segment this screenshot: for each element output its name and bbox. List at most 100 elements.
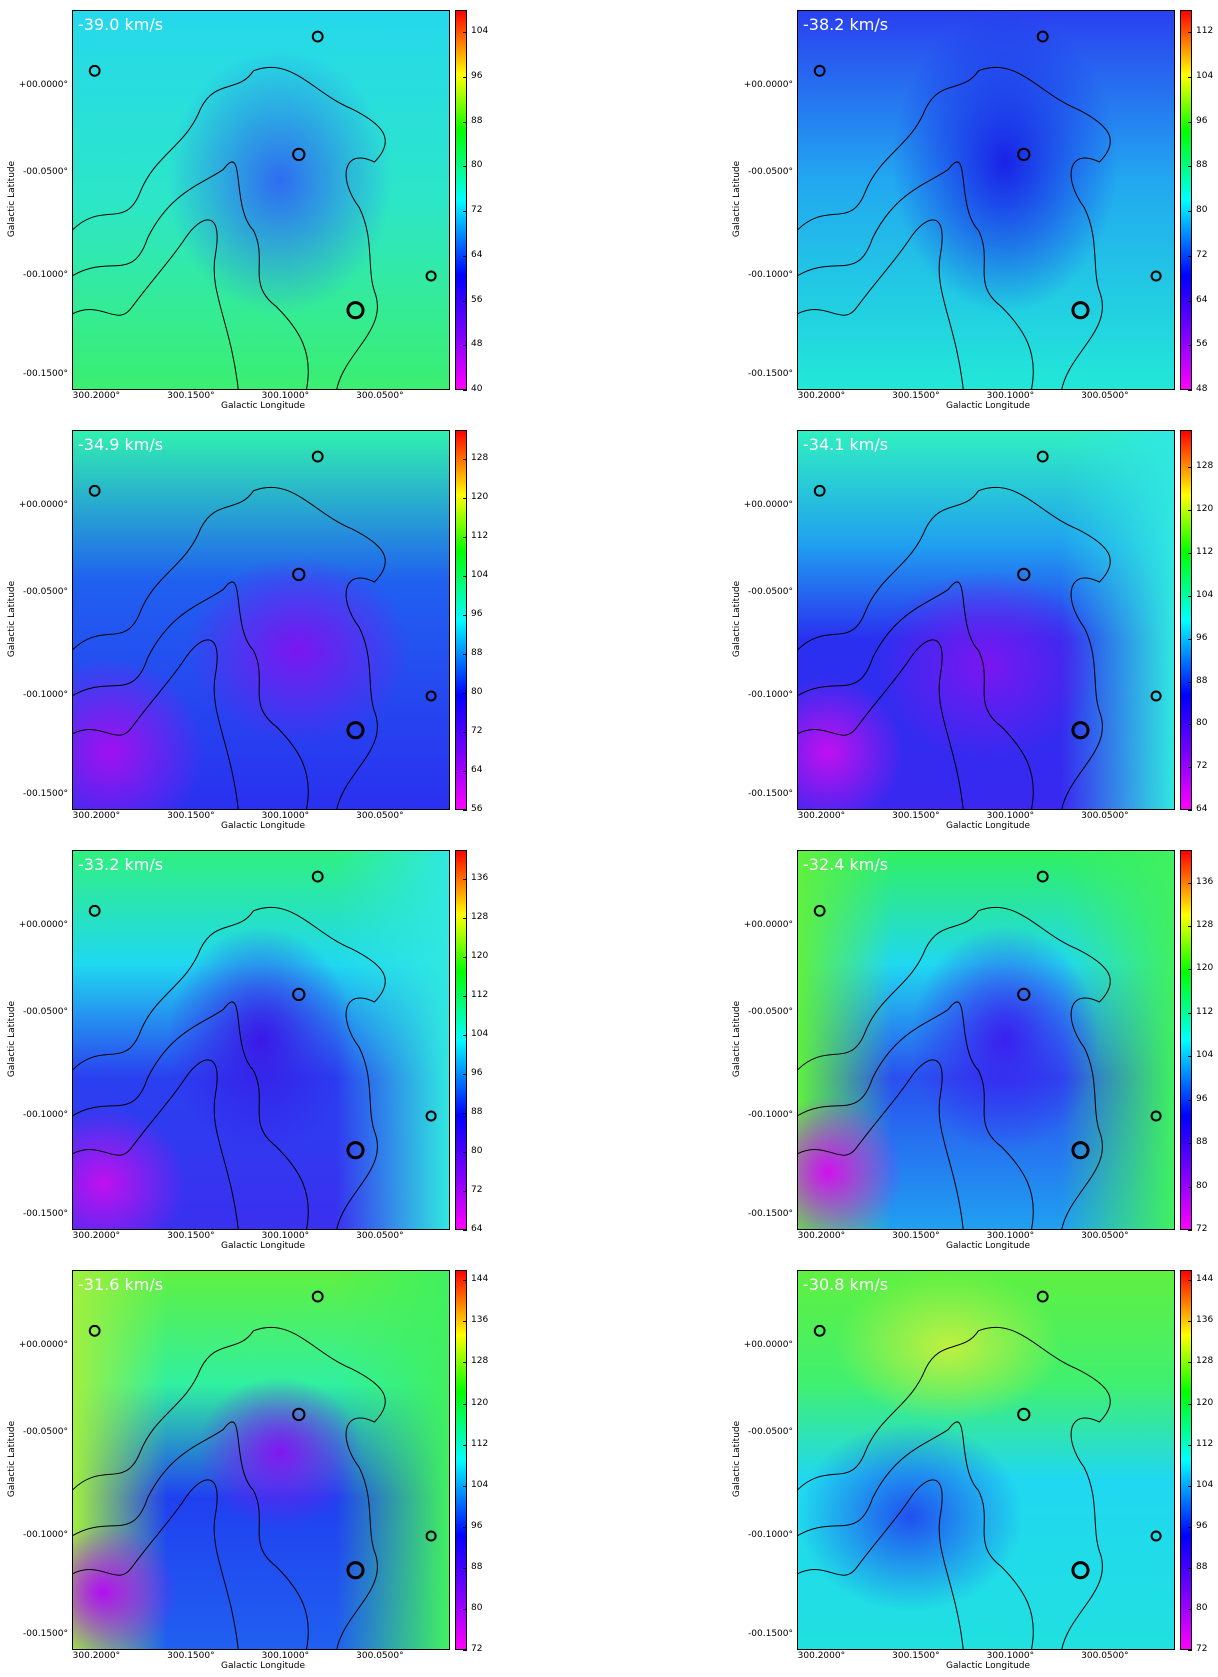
colorbar xyxy=(455,1270,467,1650)
colorbar-tick xyxy=(463,1526,467,1528)
velocity-label: -34.9 km/s xyxy=(78,435,164,454)
colorbar-tick xyxy=(1188,1608,1192,1610)
colorbar-tick xyxy=(1188,1280,1192,1282)
colorbar-tick-label: 64 xyxy=(1196,294,1208,305)
y-tick-label: -00.1500° xyxy=(23,1208,68,1219)
colorbar-tick-label: 72 xyxy=(1196,761,1208,772)
colorbar-tick-label: 56 xyxy=(471,294,483,305)
colorbar-tick-label: 104 xyxy=(471,570,489,581)
x-tick-label: 300.0500° xyxy=(356,1651,404,1661)
y-tick-label: -00.1000° xyxy=(23,690,68,700)
colorbar-tick-label: 144 xyxy=(471,1274,489,1285)
colorbar-tick-label: 96 xyxy=(1196,115,1208,126)
colorbar-tick-label: 72 xyxy=(1196,249,1208,260)
y-tick-label: -00.1000° xyxy=(748,1530,793,1540)
colorbar-tick xyxy=(1188,553,1192,555)
colorbar-tick xyxy=(463,1191,467,1193)
colorbar-tick xyxy=(463,1035,467,1037)
x-axis-label: Galactic Longitude xyxy=(946,1661,1031,1671)
colorbar-tick-label: 112 xyxy=(471,990,489,1001)
colorbar-tick xyxy=(463,1362,467,1364)
colorbar-tick-label: 80 xyxy=(1196,1180,1208,1191)
y-tick-label: +00.0000° xyxy=(18,500,68,510)
colorbar-tick-label: 72 xyxy=(471,1185,483,1196)
colorbar-tick xyxy=(463,576,467,578)
x-tick-label: 300.1500° xyxy=(892,1651,940,1661)
y-tick-label: -00.1000° xyxy=(23,1110,68,1120)
colorbar-tick xyxy=(1188,1230,1192,1231)
velocity-label: -39.0 km/s xyxy=(78,15,164,34)
y-tick-label: -00.1500° xyxy=(748,368,793,379)
y-tick-label: -00.0500° xyxy=(748,167,793,178)
colorbar-tick-label: 88 xyxy=(471,115,483,126)
velocity-map xyxy=(797,430,1175,810)
colorbar-tick-label: 80 xyxy=(471,1146,483,1157)
colorbar-tick xyxy=(1188,1143,1192,1145)
contours xyxy=(797,1270,1175,1650)
colorbar-tick xyxy=(1188,767,1192,769)
colorbar-tick xyxy=(1188,211,1192,213)
colorbar-tick-label: 80 xyxy=(471,160,483,171)
colorbar-tick xyxy=(463,1280,467,1282)
colorbar-tick xyxy=(1188,77,1192,79)
colorbar-tick xyxy=(463,498,467,500)
x-tick-label: 300.1000° xyxy=(261,811,310,821)
velocity-map xyxy=(72,850,450,1230)
colorbar-tick-label: 120 xyxy=(471,1397,489,1408)
x-tick-label: 300.2000° xyxy=(72,1651,121,1661)
colorbar-tick-label: 136 xyxy=(471,873,489,884)
colorbar-tick xyxy=(1188,255,1192,257)
colorbar-tick xyxy=(1188,1650,1192,1651)
colorbar-tick xyxy=(463,1113,467,1115)
colorbar-tick-label: 120 xyxy=(1196,1397,1214,1408)
x-tick-label: 300.1500° xyxy=(892,811,940,821)
colorbar-tick-label: 96 xyxy=(471,1068,483,1079)
colorbar-tick-label: 80 xyxy=(1196,205,1208,216)
x-tick-label: 300.0500° xyxy=(1081,811,1129,821)
colorbar-tick xyxy=(1188,390,1192,391)
colorbar-tick-label: 128 xyxy=(1196,920,1214,930)
x-tick-label: 300.1000° xyxy=(986,1231,1035,1241)
colorbar-tick xyxy=(463,771,467,773)
velocity-label: -30.8 km/s xyxy=(803,1275,889,1294)
x-tick-label: 300.1500° xyxy=(892,1231,940,1241)
colorbar-tick xyxy=(1188,1526,1192,1528)
colorbar-tick-label: 112 xyxy=(1196,547,1214,558)
x-axis-label: Galactic Longitude xyxy=(946,401,1031,411)
colorbar-tick-label: 112 xyxy=(471,1438,489,1449)
colorbar-tick-label: 96 xyxy=(471,1520,483,1531)
colorbar-tick xyxy=(1188,1403,1192,1405)
colorbar-tick-label: 56 xyxy=(1196,339,1208,350)
colorbar-tick xyxy=(1188,724,1192,726)
x-tick-label: 300.1000° xyxy=(261,391,310,401)
colorbar-tick-label: 96 xyxy=(1196,1520,1208,1531)
contours xyxy=(72,850,450,1230)
y-tick-label: -00.1000° xyxy=(748,690,793,700)
colorbar-tick-label: 128 xyxy=(1196,461,1214,472)
velocity-map xyxy=(72,1270,450,1650)
colorbar-tick xyxy=(463,1230,467,1231)
x-tick-label: 300.0500° xyxy=(1081,1651,1129,1661)
y-tick-label: -00.0500° xyxy=(23,587,68,598)
colorbar-tick-label: 120 xyxy=(471,951,489,962)
colorbar-tick xyxy=(1188,1056,1192,1058)
colorbar-tick-label: 104 xyxy=(471,1479,489,1490)
colorbar-tick xyxy=(463,459,467,461)
x-tick-label: 300.0500° xyxy=(356,1231,404,1241)
x-tick-label: 300.1000° xyxy=(986,811,1035,821)
y-tick-label: -00.1500° xyxy=(23,788,68,799)
y-tick-label: -00.0500° xyxy=(748,1007,793,1018)
colorbar-tick-label: 88 xyxy=(471,648,483,659)
colorbar-tick-label: 96 xyxy=(1196,632,1208,643)
x-tick-label: 300.1500° xyxy=(892,391,940,401)
colorbar-tick-label: 72 xyxy=(471,205,483,216)
colorbar-tick xyxy=(463,211,467,213)
colorbar-tick xyxy=(1188,1444,1192,1446)
y-tick-label: -00.0500° xyxy=(748,587,793,598)
colorbar-tick xyxy=(463,1650,467,1651)
colorbar-tick-label: 96 xyxy=(1196,1093,1208,1104)
colorbar-tick xyxy=(463,732,467,734)
x-tick-label: 300.0500° xyxy=(1081,1231,1129,1241)
y-tick-label: -00.1500° xyxy=(748,1628,793,1639)
